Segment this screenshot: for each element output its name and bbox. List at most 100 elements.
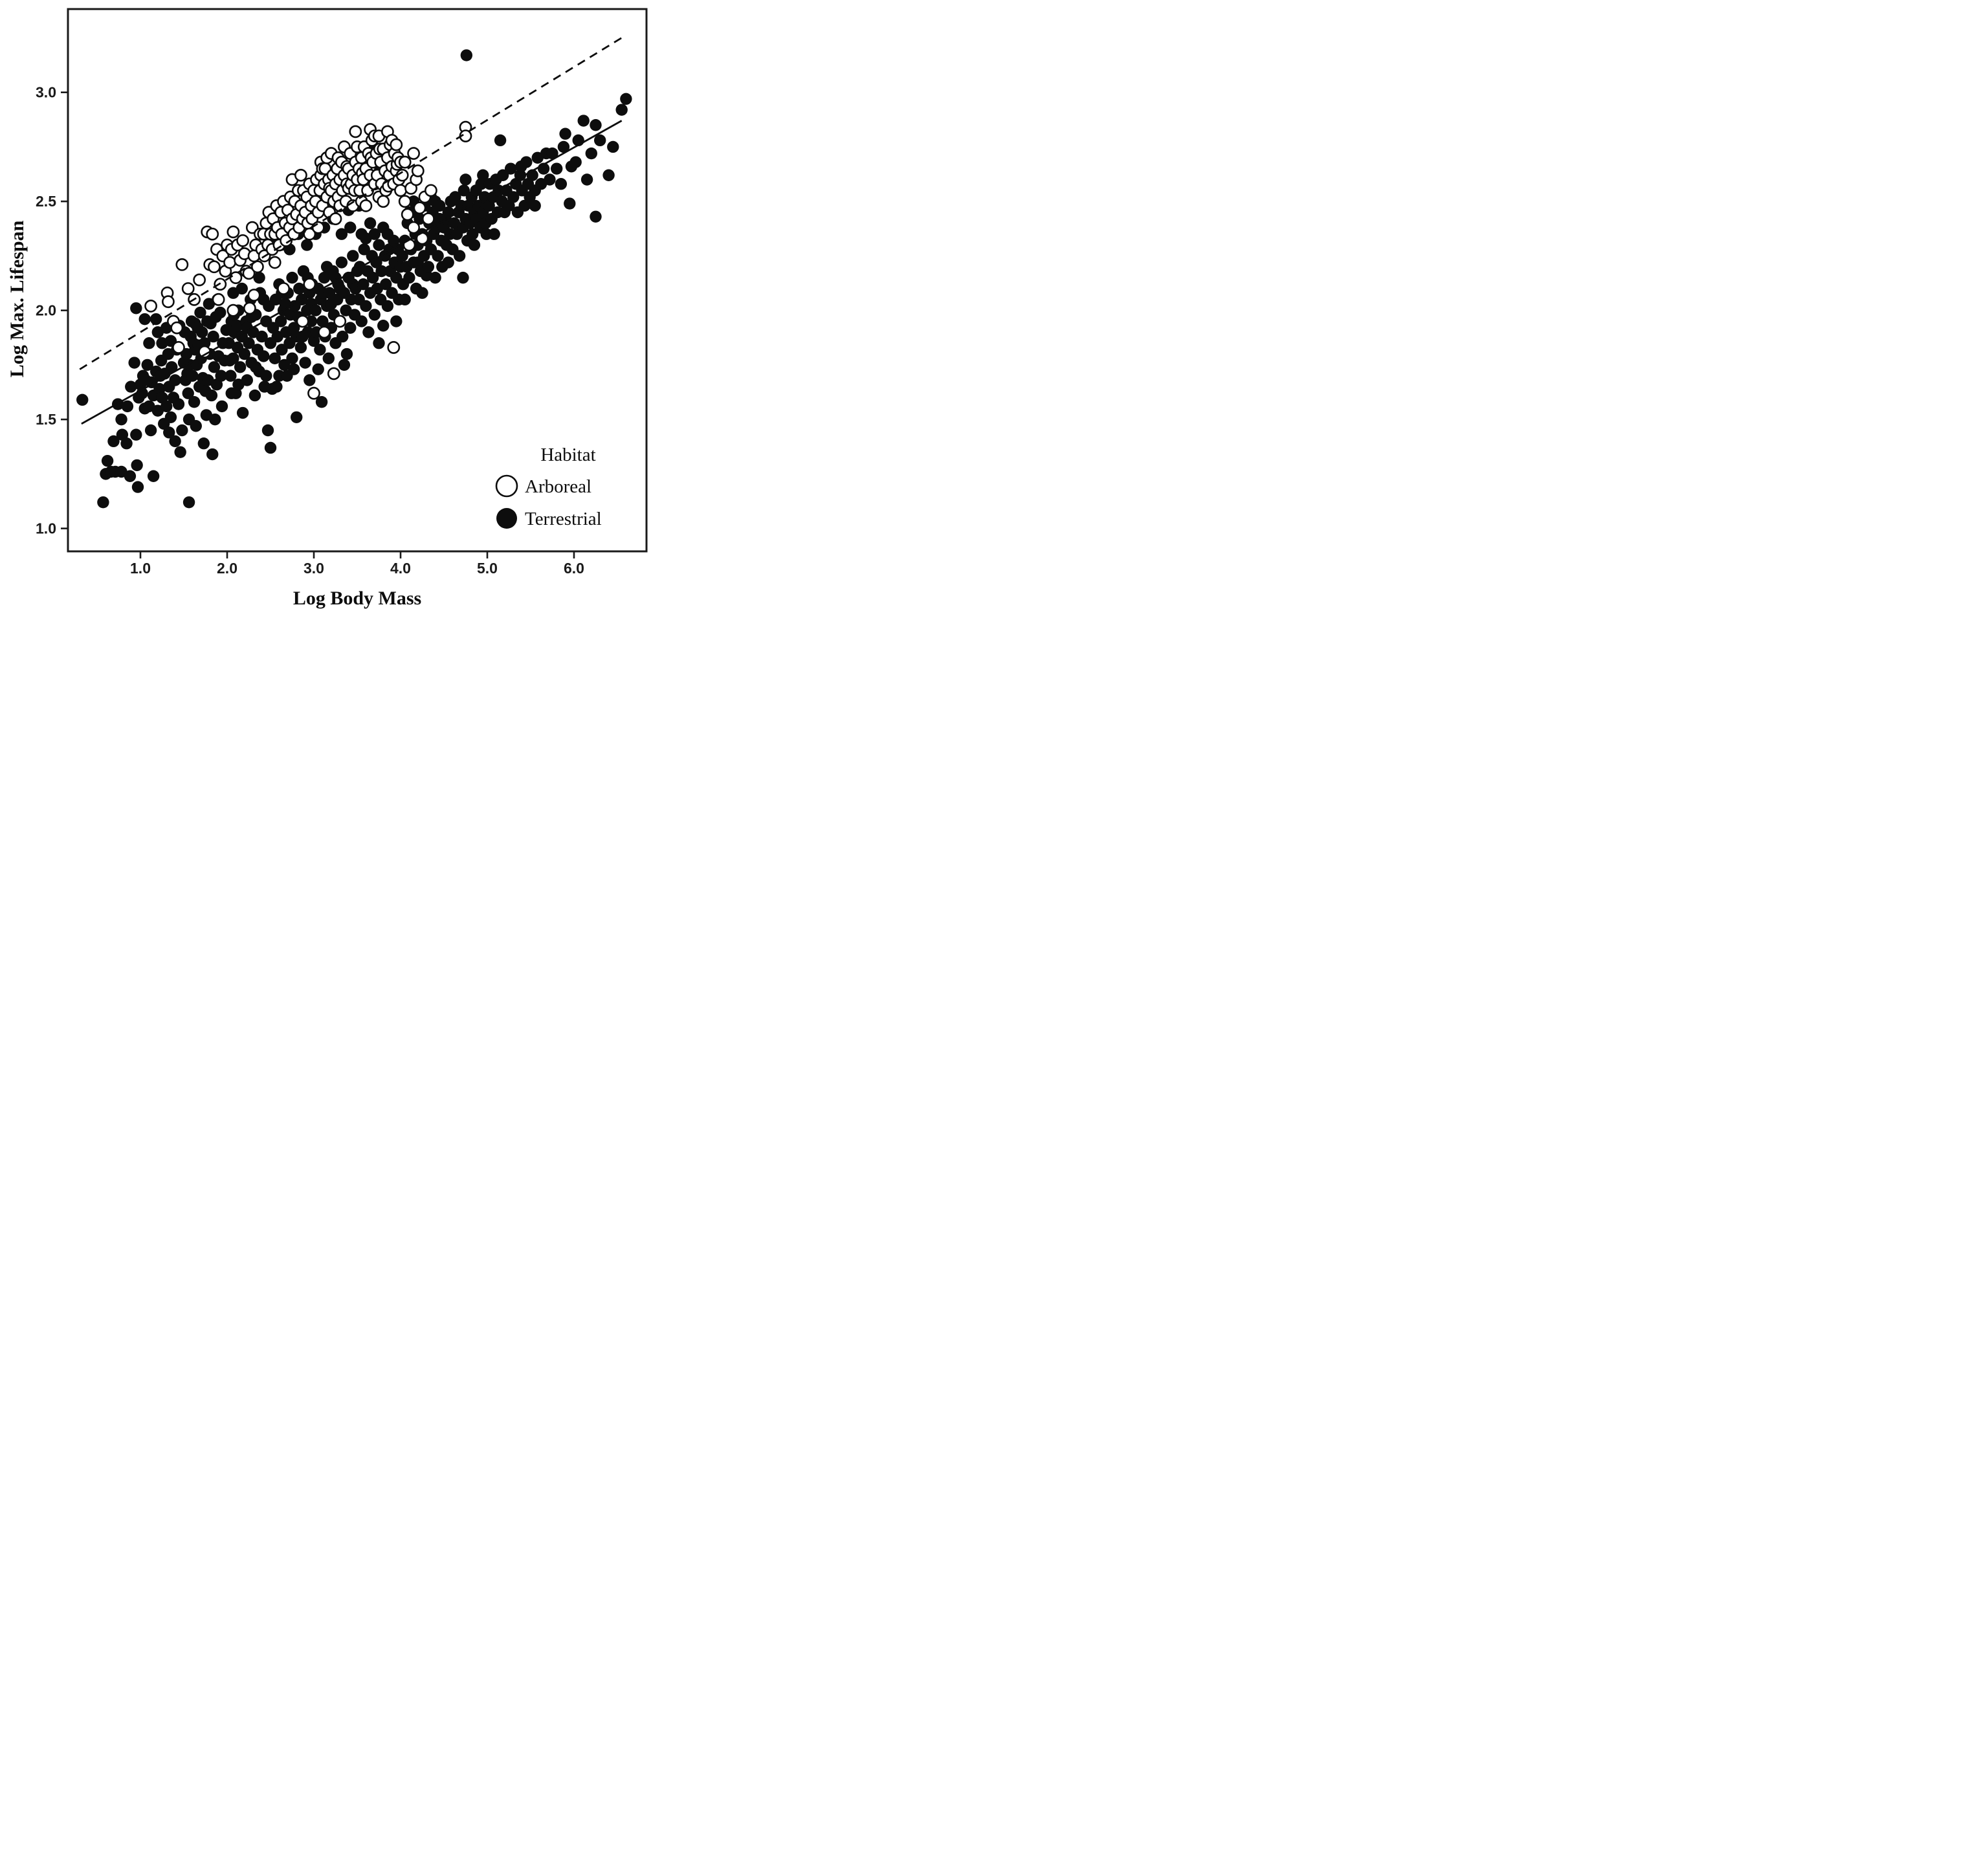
- scatter-point-terrestrial: [457, 271, 469, 284]
- scatter-point-arboreal: [359, 199, 373, 212]
- scatter-point-terrestrial: [577, 115, 590, 127]
- scatter-point-terrestrial: [286, 352, 298, 364]
- x-axis-title: Log Body Mass: [293, 588, 421, 609]
- scatter-point-terrestrial: [206, 448, 219, 461]
- scatter-point-terrestrial: [422, 261, 435, 273]
- scatter-point-arboreal: [175, 258, 189, 271]
- legend-arboreal-open-circle-icon: [495, 474, 518, 498]
- scatter-point-terrestrial: [514, 169, 527, 181]
- scatter-point-terrestrial: [615, 104, 628, 116]
- y-tick-label: 3.0: [36, 84, 56, 101]
- scatter-point-terrestrial: [128, 357, 140, 369]
- y-tick-label: 2.0: [36, 302, 56, 319]
- scatter-point-terrestrial: [559, 127, 571, 140]
- scatter-point-terrestrial: [380, 278, 392, 291]
- scatter-point-terrestrial: [377, 320, 390, 332]
- scatter-point-terrestrial: [403, 271, 415, 284]
- scatter-point-arboreal: [333, 315, 347, 328]
- scatter-point-terrestrial: [143, 337, 155, 349]
- scatter-point-terrestrial: [360, 300, 372, 313]
- scatter-point-terrestrial: [261, 424, 274, 437]
- scatter-point-terrestrial: [529, 199, 541, 212]
- scatter-point-terrestrial: [215, 400, 228, 413]
- scatter-point-terrestrial: [518, 199, 531, 212]
- scatter-point-terrestrial: [414, 212, 426, 225]
- scatter-point-terrestrial: [496, 169, 509, 181]
- scatter-point-terrestrial: [340, 348, 353, 360]
- scatter-point-terrestrial: [338, 359, 351, 371]
- scatter-point-terrestrial: [241, 374, 254, 386]
- scatter-point-terrestrial: [271, 381, 283, 393]
- scatter-point-arboreal: [172, 341, 185, 354]
- scatter-point-terrestrial: [174, 446, 186, 458]
- scatter-point-terrestrial: [253, 271, 265, 284]
- scatter-chart: 1.0 2.0 3.0 4.0 5.0 6.0 1.0 1.5 2.0 2.5 3.0 Log Bo…: [6, 8, 648, 609]
- scatter-point-terrestrial: [322, 352, 335, 364]
- scatter-point-terrestrial: [269, 352, 281, 364]
- y-axis-title: Log Max. Lifespan: [6, 220, 28, 377]
- scatter-point-terrestrial: [209, 413, 221, 426]
- x-tick-label: 2.0: [217, 560, 237, 577]
- scatter-point-arboreal: [208, 260, 221, 274]
- legend: Habitat Arboreal Terrestrial: [495, 445, 602, 529]
- scatter-point-arboreal: [307, 386, 320, 400]
- legend-label-terrestrial: Terrestrial: [525, 509, 602, 529]
- scatter-point-terrestrial: [494, 134, 507, 147]
- scatter-point-arboreal: [161, 295, 175, 309]
- scatter-point-terrestrial: [236, 406, 249, 419]
- scatter-point-terrestrial: [381, 300, 394, 313]
- scatter-point-terrestrial: [468, 239, 481, 251]
- scatter-point-arboreal: [296, 315, 309, 328]
- scatter-point-terrestrial: [164, 411, 177, 423]
- scatter-point-terrestrial: [544, 173, 556, 186]
- scatter-point-terrestrial: [520, 156, 533, 168]
- scatter-point-terrestrial: [416, 287, 428, 299]
- y-tick-label: 2.5: [36, 193, 56, 210]
- scatter-figure: 1.0 2.0 3.0 4.0 5.0 6.0 1.0 1.5 2.0 2.5 3.0 Log Bo…: [0, 0, 663, 618]
- scatter-point-arboreal: [223, 256, 236, 269]
- scatter-point-terrestrial: [458, 184, 470, 197]
- scatter-point-terrestrial: [169, 374, 181, 386]
- scatter-point-terrestrial: [335, 256, 348, 269]
- scatter-point-terrestrial: [131, 459, 143, 472]
- scatter-point-arboreal: [193, 273, 206, 287]
- scatter-point-terrestrial: [593, 134, 606, 147]
- scatter-point-terrestrial: [144, 424, 157, 437]
- scatter-point-terrestrial: [256, 330, 268, 343]
- scatter-point-terrestrial: [362, 326, 375, 338]
- scatter-point-terrestrial: [182, 496, 195, 509]
- scatter-point-terrestrial: [130, 428, 142, 441]
- scatter-point-terrestrial: [195, 326, 208, 338]
- scatter-point-terrestrial: [176, 424, 188, 437]
- scatter-point-arboreal: [268, 256, 282, 269]
- scatter-point-arboreal: [407, 147, 420, 160]
- scatter-point-terrestrial: [396, 250, 408, 262]
- scatter-point-arboreal: [181, 282, 195, 295]
- scatter-point-terrestrial: [564, 197, 576, 210]
- scatter-point-terrestrial: [373, 239, 385, 251]
- scatter-point-arboreal: [226, 303, 240, 317]
- scatter-point-terrestrial: [166, 361, 178, 373]
- scatter-point-terrestrial: [186, 370, 199, 382]
- scatter-point-arboreal: [311, 221, 325, 234]
- arboreal-points: [144, 120, 472, 400]
- scatter-point-terrestrial: [147, 470, 160, 482]
- scatter-point-terrestrial: [449, 191, 461, 203]
- axes: 1.0 2.0 3.0 4.0 5.0 6.0 1.0 1.5 2.0 2.5 3.0: [36, 84, 584, 577]
- scatter-point-terrestrial: [442, 206, 454, 219]
- scatter-point-terrestrial: [488, 228, 500, 240]
- scatter-point-arboreal: [329, 212, 342, 226]
- scatter-point-terrestrial: [373, 337, 385, 349]
- scatter-point-terrestrial: [287, 363, 300, 375]
- scatter-point-terrestrial: [585, 147, 597, 160]
- scatter-point-terrestrial: [344, 221, 357, 234]
- scatter-point-terrestrial: [504, 162, 517, 175]
- scatter-point-terrestrial: [399, 293, 411, 306]
- scatter-point-terrestrial: [602, 169, 615, 181]
- scatter-point-arboreal: [247, 289, 261, 302]
- scatter-point-terrestrial: [323, 287, 336, 299]
- scatter-point-terrestrial: [107, 435, 120, 448]
- scatter-point-terrestrial: [364, 217, 377, 230]
- arboreal-fit-line: [79, 37, 623, 370]
- scatter-point-terrestrial: [302, 326, 314, 338]
